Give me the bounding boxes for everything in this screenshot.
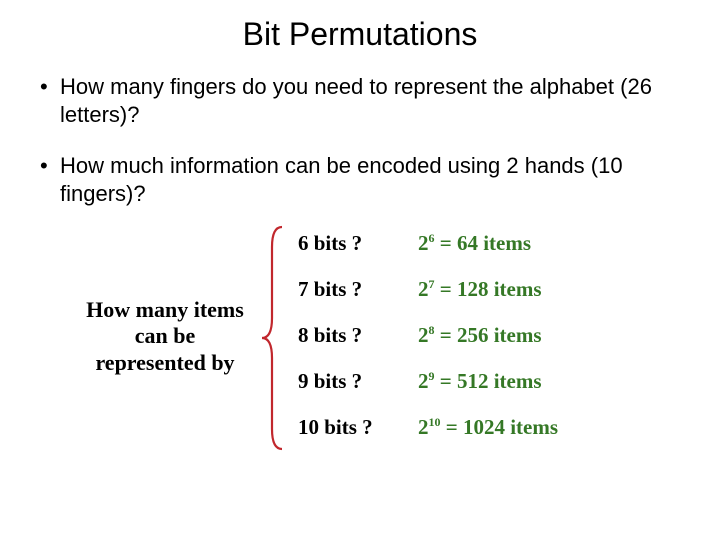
bullet-item: How much information can be encoded usin… — [40, 152, 690, 207]
bits-question: 7 bits ? — [298, 277, 418, 302]
curly-brace-icon — [260, 225, 286, 451]
lead-text: How many items can be represented by — [80, 297, 250, 376]
bits-question: 10 bits ? — [298, 415, 418, 440]
bits-answer: 27 = 128 items — [418, 277, 542, 302]
bit-row: 9 bits ? 29 = 512 items — [298, 369, 558, 394]
bits-answer: 26 = 64 items — [418, 231, 531, 256]
bit-row: 7 bits ? 27 = 128 items — [298, 277, 558, 302]
bit-row: 6 bits ? 26 = 64 items — [298, 231, 558, 256]
bullet-item: How many fingers do you need to represen… — [40, 73, 690, 128]
bits-answer: 210 = 1024 items — [418, 415, 558, 440]
slide-title: Bit Permutations — [30, 16, 690, 53]
bit-row: 10 bits ? 210 = 1024 items — [298, 415, 558, 440]
bit-rows: 6 bits ? 26 = 64 items 7 bits ? 27 = 128… — [298, 231, 558, 461]
bits-question: 6 bits ? — [298, 231, 418, 256]
bits-answer: 29 = 512 items — [418, 369, 542, 394]
bits-question: 9 bits ? — [298, 369, 418, 394]
bits-answer: 28 = 256 items — [418, 323, 542, 348]
bit-row: 8 bits ? 28 = 256 items — [298, 323, 558, 348]
bullet-list: How many fingers do you need to represen… — [40, 73, 690, 207]
bits-question: 8 bits ? — [298, 323, 418, 348]
